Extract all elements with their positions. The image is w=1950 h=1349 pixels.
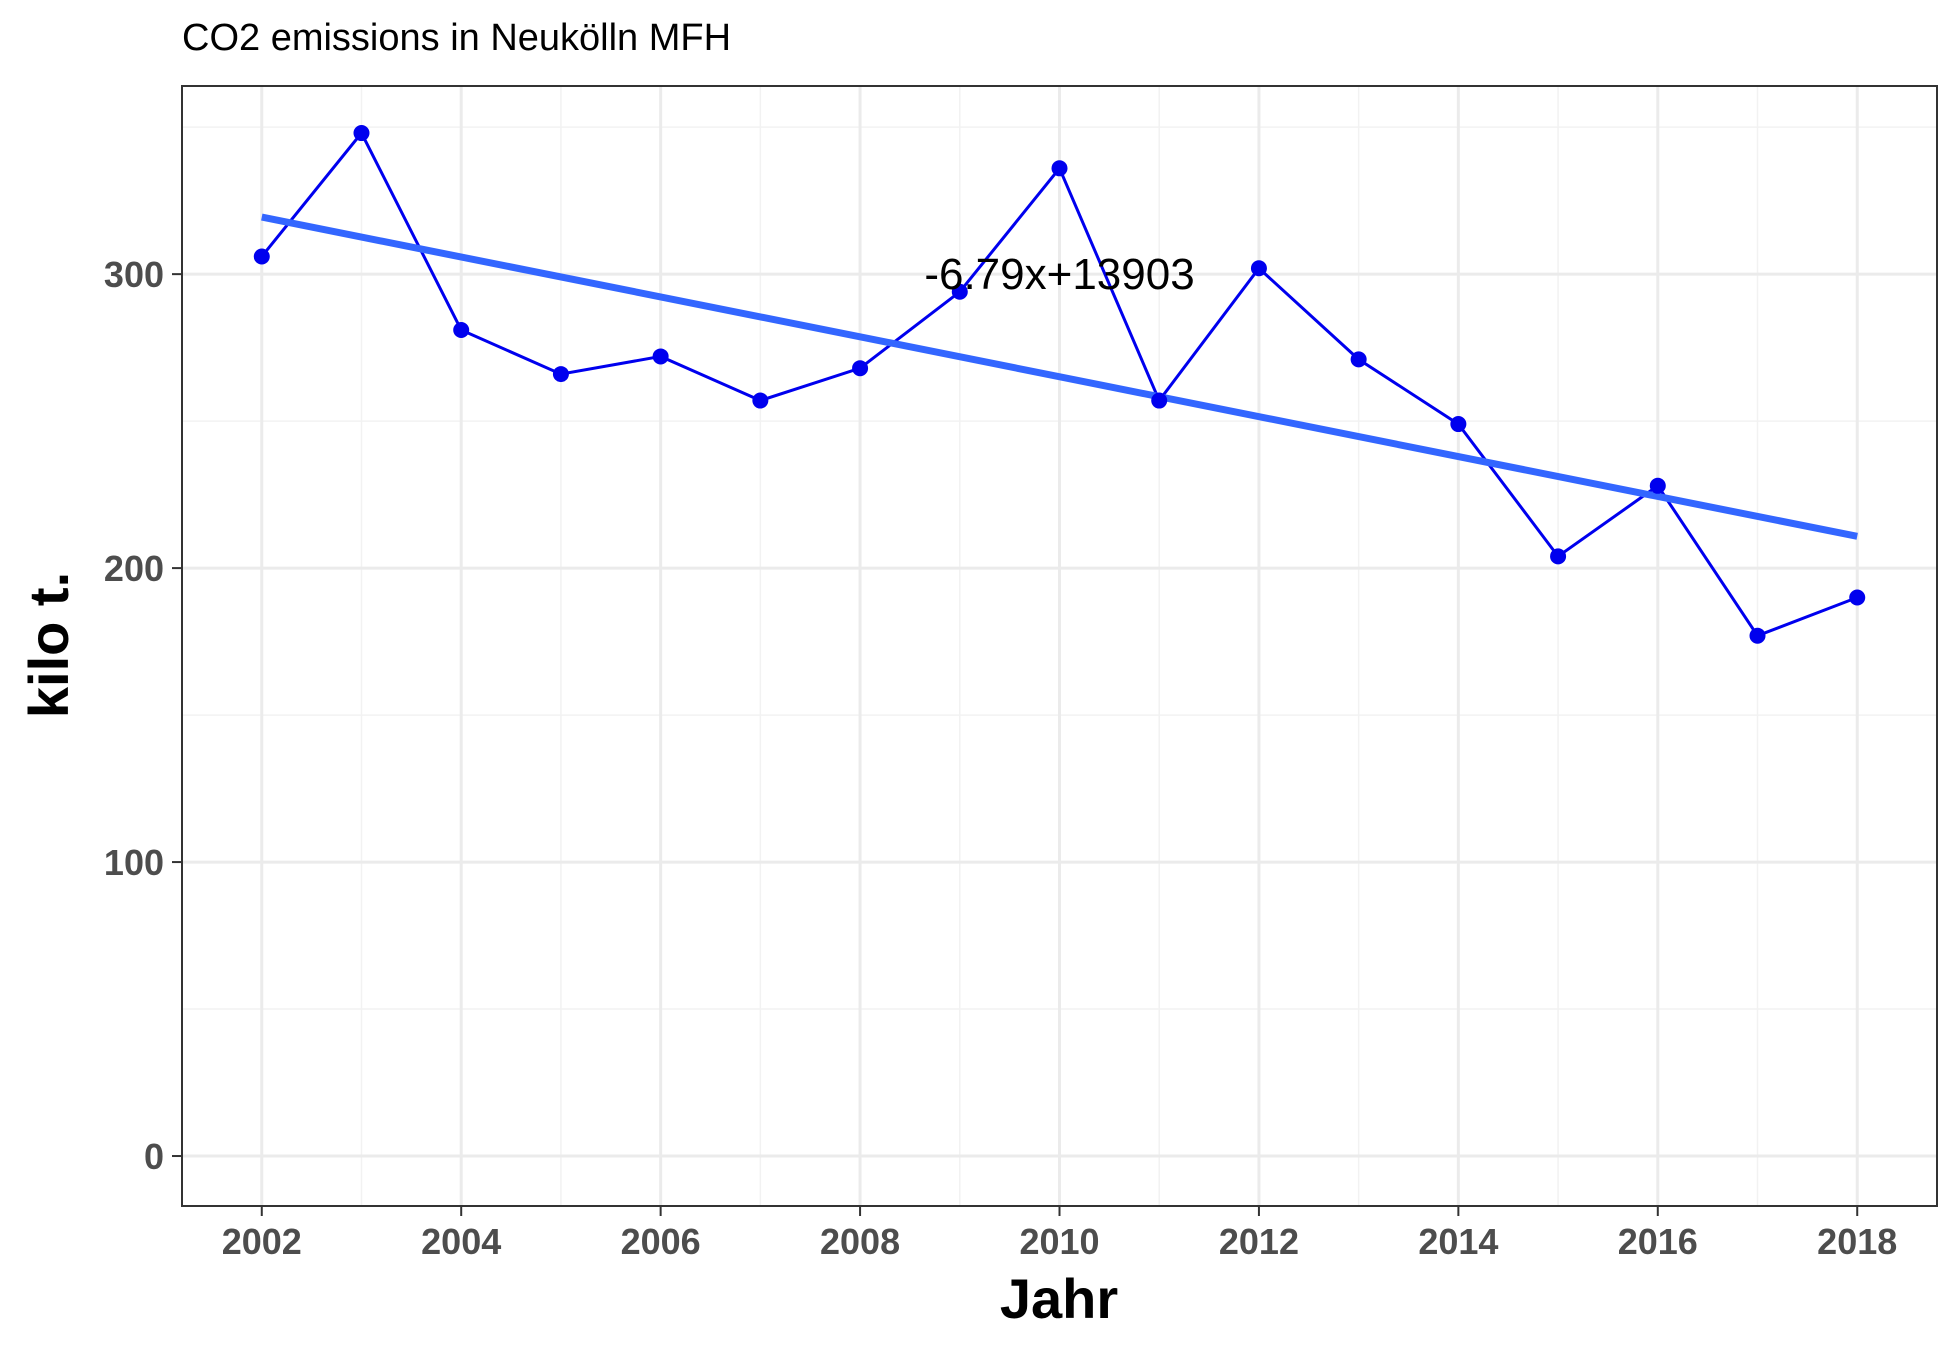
x-tick-label: 2008	[820, 1221, 900, 1262]
x-tick-label: 2018	[1817, 1221, 1897, 1262]
data-point	[852, 360, 869, 377]
trendline-label: -6.79x+13903	[924, 250, 1194, 299]
data-point	[1649, 477, 1666, 494]
x-tick-label: 2014	[1418, 1221, 1498, 1262]
data-point	[1550, 548, 1567, 565]
y-axis-label: kilo t.	[17, 572, 80, 718]
x-axis-label: Jahr	[1000, 1267, 1118, 1330]
x-tick-label: 2004	[421, 1221, 501, 1262]
data-point	[1051, 160, 1068, 177]
data-point	[353, 125, 370, 142]
grid-major	[182, 86, 1937, 1206]
y-tick-label: 200	[104, 548, 164, 589]
data-point	[752, 392, 769, 409]
x-tick-label: 2010	[1019, 1221, 1099, 1262]
data-point	[1450, 416, 1467, 433]
y-tick-label: 300	[104, 254, 164, 295]
data-point	[1350, 351, 1367, 368]
x-tick-label: 2006	[621, 1221, 701, 1262]
x-axis-ticks: 2002 2004 2006 2008 2010 2012 2014 2016 2018	[222, 1206, 1897, 1262]
trendline	[261, 213, 1858, 540]
data-point	[1749, 627, 1766, 644]
data-point	[1151, 392, 1168, 409]
data-points	[253, 125, 1866, 644]
data-point	[1250, 260, 1267, 277]
chart-title: CO2 emissions in Neukölln MFH	[182, 17, 731, 59]
y-tick-label: 0	[144, 1136, 164, 1177]
x-tick-label: 2012	[1219, 1221, 1299, 1262]
x-tick-label: 2016	[1618, 1221, 1698, 1262]
data-point	[652, 348, 669, 365]
y-tick-label: 100	[104, 842, 164, 883]
data-point	[1849, 589, 1866, 606]
data-point	[951, 283, 968, 300]
y-axis-ticks: 0 100 200 300	[104, 254, 182, 1177]
data-point	[453, 321, 470, 338]
data-point	[253, 248, 270, 265]
x-tick-label: 2002	[222, 1221, 302, 1262]
trend-line	[261, 213, 1858, 540]
data-point	[552, 366, 569, 383]
